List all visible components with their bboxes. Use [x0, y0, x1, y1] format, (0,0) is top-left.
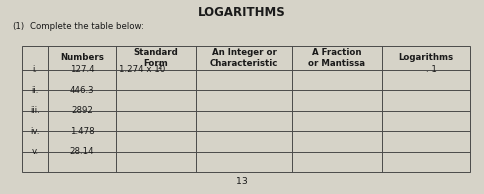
Text: Numbers: Numbers: [60, 54, 104, 62]
Text: 2: 2: [157, 64, 161, 70]
Text: iii.: iii.: [30, 106, 40, 115]
Text: . 1: . 1: [425, 66, 437, 74]
Text: ii.: ii.: [31, 86, 39, 95]
Text: 1.274 x 10: 1.274 x 10: [119, 66, 165, 74]
Text: 446.3: 446.3: [70, 86, 94, 95]
Text: v.: v.: [31, 147, 39, 156]
Text: LOGARITHMS: LOGARITHMS: [198, 6, 286, 19]
Text: i.: i.: [32, 66, 37, 74]
Text: Logarithms: Logarithms: [398, 54, 454, 62]
Text: 2892: 2892: [71, 106, 93, 115]
Text: 13: 13: [236, 177, 248, 186]
Text: 127.4: 127.4: [70, 66, 94, 74]
Text: An Integer or
Characteristic: An Integer or Characteristic: [210, 48, 278, 68]
Text: (1): (1): [12, 22, 24, 31]
Text: Standard
Form: Standard Form: [134, 48, 179, 68]
Text: Complete the table below:: Complete the table below:: [30, 22, 144, 31]
Text: A Fraction
or Mantissa: A Fraction or Mantissa: [308, 48, 365, 68]
Text: 1.478: 1.478: [70, 127, 94, 136]
Text: iv.: iv.: [30, 127, 40, 136]
Text: 28.14: 28.14: [70, 147, 94, 156]
